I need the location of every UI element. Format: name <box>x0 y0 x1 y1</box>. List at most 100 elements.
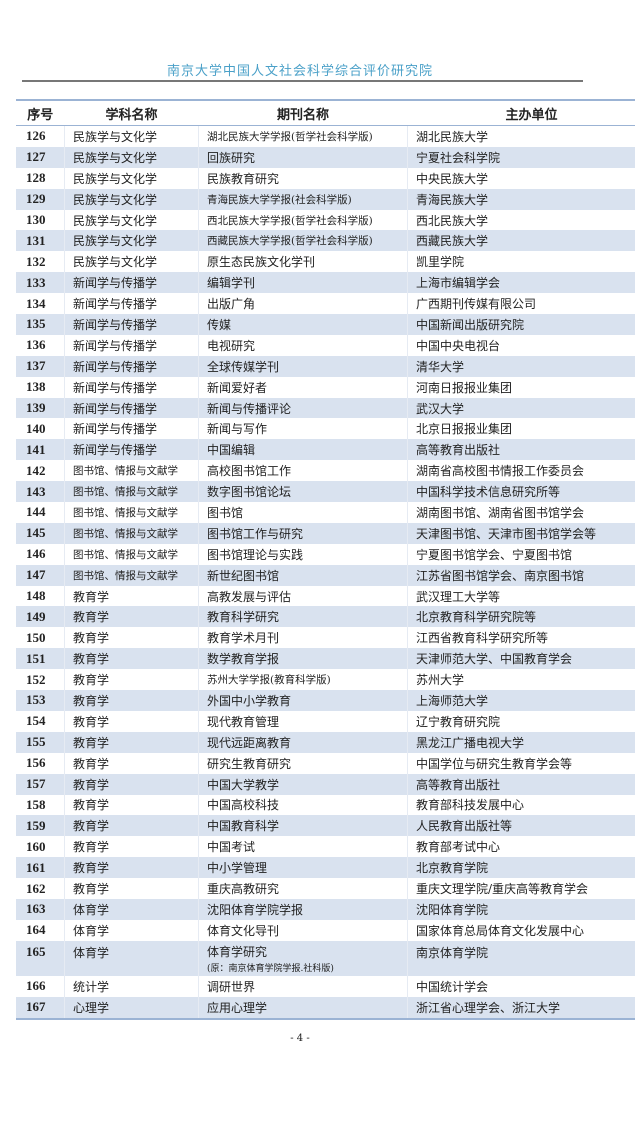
publisher-cell: 南京体育学院 <box>407 940 635 976</box>
journal-cell-text: 应用心理学 <box>207 1000 268 1015</box>
row-number-text: 140 <box>26 420 46 436</box>
subject-cell: 民族学与文化学 <box>64 188 199 210</box>
subject-cell-text: 教育学 <box>73 673 110 688</box>
journal-cell: 青海民族大学学报(社会科学版) <box>198 188 408 210</box>
subject-cell: 图书馆、情报与文献学 <box>64 564 199 586</box>
journal-cell: 新闻与写作 <box>198 418 408 440</box>
table-row: 129 民族学与文化学 青海民族大学学报(社会科学版) 青海民族大学 <box>16 188 635 210</box>
table-row: 155 教育学 现代远距离教育 黑龙江广播电视大学 <box>16 731 635 753</box>
subject-cell-text: 图书馆、情报与文献学 <box>73 486 178 499</box>
row-number-text: 130 <box>26 212 46 227</box>
subject-cell: 教育学 <box>64 585 199 607</box>
row-number-text: 134 <box>26 295 46 311</box>
journal-cell: 湖北民族大学学报(哲学社会科学版) <box>198 125 408 147</box>
journal-cell-text: 图书馆理论与实践 <box>207 547 304 562</box>
journal-cell: 图书馆 <box>198 502 408 523</box>
table-row: 151 教育学 数学教育学报 天津师范大学、中国教育学会 <box>16 648 635 670</box>
journal-cell: 中国大学教学 <box>198 773 408 795</box>
publisher-cell: 湖南省高校图书情报工作委员会 <box>407 460 635 482</box>
publisher-cell: 宁夏社会科学院 <box>407 146 635 168</box>
table-row: 150 教育学 教育学术月刊 江西省教育科学研究所等 <box>16 627 635 649</box>
row-number-text: 132 <box>26 253 46 269</box>
journal-cell: 调研世界 <box>198 975 408 997</box>
subject-cell: 民族学与文化学 <box>64 251 199 273</box>
subject-cell: 体育学 <box>64 919 199 941</box>
publisher-cell: 凯里学院 <box>407 251 635 273</box>
row-number-text: 142 <box>26 462 46 478</box>
table-row: 128 民族学与文化学 民族教育研究 中央民族大学 <box>16 167 635 189</box>
publisher-cell-text: 中国学位与研究生教育学会等 <box>416 756 573 771</box>
publisher-cell: 辽宁教育研究院 <box>407 710 635 732</box>
publisher-cell-text: 浙江省心理学会、浙江大学 <box>416 1000 561 1015</box>
journal-cell: 数学教育学报 <box>198 648 408 670</box>
table-row: 145 图书馆、情报与文献学 图书馆工作与研究 天津图书馆、天津市图书馆学会等 <box>16 522 635 544</box>
table-row: 142 图书馆、情报与文献学 高校图书馆工作 湖南省高校图书情报工作委员会 <box>16 460 635 482</box>
subject-cell: 教育学 <box>64 690 199 711</box>
publisher-cell-text: 教育部考试中心 <box>416 840 501 855</box>
institution-header: 南京大学中国人文社会科学综合评价研究院 <box>166 64 433 79</box>
journal-cell-text: 重庆高教研究 <box>207 882 280 896</box>
row-number-text: 144 <box>26 504 46 520</box>
table-row: 137 新闻学与传播学 全球传媒学刊 清华大学 <box>16 355 635 377</box>
publisher-cell-text: 上海市编辑学会 <box>416 276 501 291</box>
subject-cell-text: 教育学 <box>73 756 110 771</box>
row-number-text: 148 <box>26 588 46 604</box>
row-number-text: 166 <box>26 978 46 994</box>
subject-cell-text: 民族学与文化学 <box>73 171 158 186</box>
row-number-text: 167 <box>26 999 46 1015</box>
subject-cell: 图书馆、情报与文献学 <box>64 502 199 523</box>
publisher-cell-text: 黑龙江广播电视大学 <box>416 735 525 750</box>
journal-cell: 沈阳体育学院学报 <box>198 898 408 920</box>
journal-cell-text: 外国中小学教育 <box>207 693 292 708</box>
publisher-cell-text: 中国科学技术信息研究所等 <box>416 485 561 500</box>
publisher-cell: 中国学位与研究生教育学会等 <box>407 752 635 774</box>
journal-cell: 体育学研究 (原：南京体育学院学报.社科版) <box>198 940 408 976</box>
row-number-text: 156 <box>26 755 46 771</box>
subject-cell-text: 心理学 <box>73 1000 110 1015</box>
row-number: 127 <box>16 146 65 168</box>
subject-cell-text: 教育学 <box>73 652 110 667</box>
subject-cell: 教育学 <box>64 773 199 795</box>
table-row: 159 教育学 中国教育科学 人民教育出版社等 <box>16 815 635 837</box>
publisher-cell-text: 人民教育出版社等 <box>416 819 513 834</box>
journal-cell-text: 高教发展与评估 <box>207 589 292 604</box>
journal-cell-text: 数字图书馆论坛 <box>207 485 292 500</box>
subject-cell: 图书馆、情报与文献学 <box>64 522 199 544</box>
row-number: 149 <box>16 606 65 628</box>
subject-cell: 图书馆、情报与文献学 <box>64 543 199 565</box>
subject-cell-text: 图书馆、情报与文献学 <box>73 548 178 561</box>
subject-cell-text: 新闻学与传播学 <box>73 276 158 291</box>
publisher-cell: 天津图书馆、天津市图书馆学会等 <box>407 522 635 544</box>
publisher-cell: 湖北民族大学 <box>407 125 635 147</box>
subject-cell-text: 体育学 <box>73 902 110 917</box>
publisher-cell-text: 苏州大学 <box>416 673 465 688</box>
subject-cell: 民族学与文化学 <box>64 125 199 147</box>
publisher-cell-text: 中国统计学会 <box>416 979 489 994</box>
table-row: 146 图书馆、情报与文献学 图书馆理论与实践 宁夏图书馆学会、宁夏图书馆 <box>16 543 635 565</box>
publisher-cell-text: 国家体育总局体育文化发展中心 <box>416 923 585 938</box>
row-number: 153 <box>16 690 65 711</box>
subject-cell: 心理学 <box>64 996 199 1020</box>
journal-cell: 中国教育科学 <box>198 815 408 837</box>
journal-cell: 新世纪图书馆 <box>198 564 408 586</box>
journal-cell-text: 数学教育学报 <box>207 652 280 667</box>
table-row: 126 民族学与文化学 湖北民族大学学报(哲学社会科学版) 湖北民族大学 <box>16 125 635 147</box>
publisher-cell: 浙江省心理学会、浙江大学 <box>407 996 635 1020</box>
row-number: 156 <box>16 752 65 774</box>
row-number: 126 <box>16 125 65 147</box>
journal-cell-text: 新闻爱好者 <box>207 380 268 395</box>
table-row: 143 图书馆、情报与文献学 数字图书馆论坛 中国科学技术信息研究所等 <box>16 481 635 503</box>
journal-cell-text: 体育文化导刊 <box>207 923 280 938</box>
subject-cell: 教育学 <box>64 731 199 753</box>
table-row: 133 新闻学与传播学 编辑学刊 上海市编辑学会 <box>16 272 635 294</box>
journal-cell: 应用心理学 <box>198 996 408 1020</box>
journal-cell-text: 教育科学研究 <box>207 610 280 625</box>
publisher-cell: 高等教育出版社 <box>407 773 635 795</box>
journal-cell: 研究生教育研究 <box>198 752 408 774</box>
publisher-cell-text: 西北民族大学 <box>416 213 489 228</box>
row-number-text: 154 <box>26 713 46 729</box>
publisher-cell-text: 江西省教育科学研究所等 <box>416 631 549 646</box>
journal-cell-text: 中国考试 <box>207 840 256 855</box>
publisher-cell: 中央民族大学 <box>407 167 635 189</box>
subject-cell-text: 图书馆、情报与文献学 <box>73 569 178 582</box>
